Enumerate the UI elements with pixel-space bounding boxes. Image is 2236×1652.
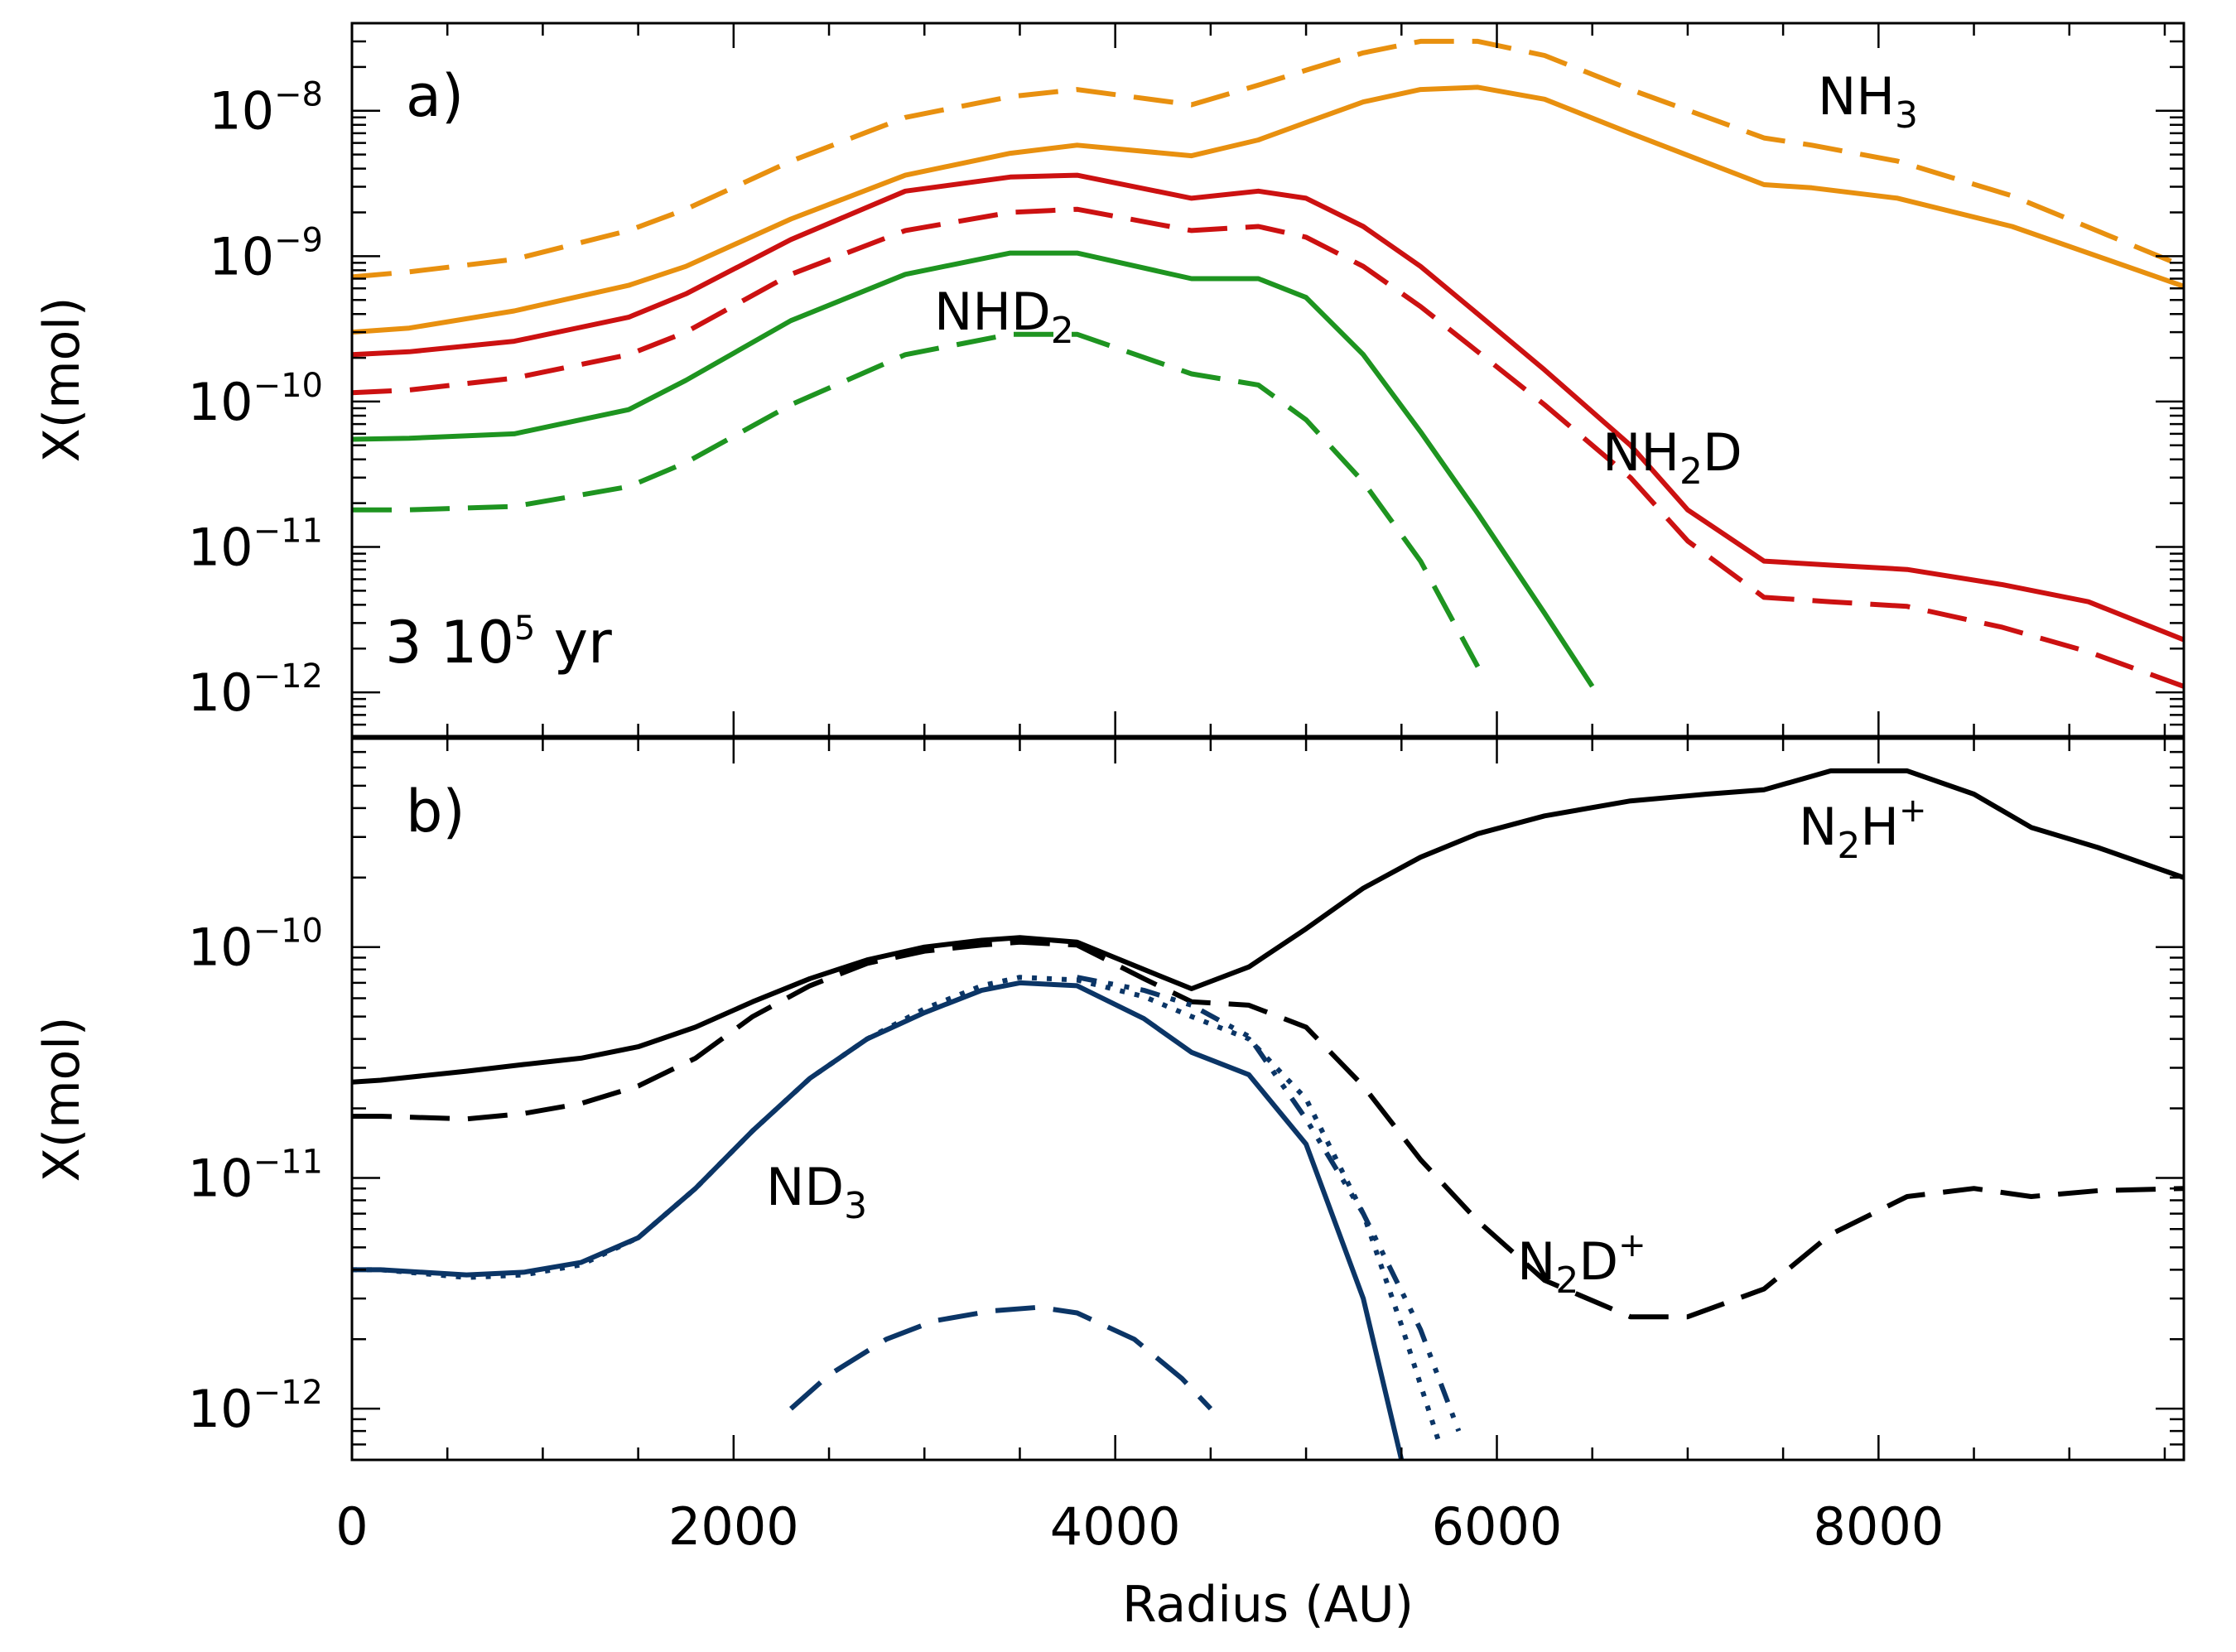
series-nh3-solid bbox=[352, 84, 2184, 335]
y-tick-label: 10−10 bbox=[188, 367, 323, 432]
time-annotation: 3 105 yr bbox=[385, 609, 612, 677]
x-tick-label: 8000 bbox=[1813, 1496, 1944, 1557]
series-n2d-dashed bbox=[352, 939, 2184, 1320]
label-n2d: N2D+ bbox=[1517, 1226, 1646, 1302]
y-tick-label: 10−12 bbox=[188, 1374, 323, 1439]
x-tick-label: 4000 bbox=[1050, 1496, 1181, 1557]
y-tick-label: 10−9 bbox=[209, 221, 323, 287]
label-nh3: NH3 bbox=[1818, 66, 1918, 137]
series-nd3-deut-dashed bbox=[789, 1304, 1213, 1411]
frames bbox=[350, 22, 2185, 1462]
panel-b-frame bbox=[350, 737, 2185, 1462]
x-tick-label: 6000 bbox=[1432, 1496, 1563, 1557]
panel-a-frame bbox=[350, 22, 2185, 738]
series-nh2d-dashed bbox=[352, 206, 2184, 689]
y-tick-label: 10−11 bbox=[188, 1143, 323, 1208]
y-tick-label: 10−10 bbox=[188, 913, 323, 978]
panel-label-b: b) bbox=[406, 778, 465, 845]
series-nd3-dotted bbox=[352, 975, 1443, 1446]
y-tick-label: 10−8 bbox=[209, 76, 323, 142]
panel-a-series bbox=[352, 38, 2184, 689]
label-n2h: N2H+ bbox=[1799, 792, 1927, 867]
label-nh2d: NH2D bbox=[1602, 422, 1742, 493]
label-nhd2: NHD2 bbox=[934, 282, 1074, 352]
series-nd3-dash-dot bbox=[1077, 975, 1462, 1433]
series-nh3-dashed bbox=[352, 38, 2184, 280]
series-nh2d-solid bbox=[352, 172, 2184, 643]
y-tick-label: 10−12 bbox=[188, 657, 323, 723]
x-axis-title: Radius (AU) bbox=[1122, 1576, 1414, 1634]
y-axis-title: X(mol) bbox=[33, 297, 91, 463]
label-nd3: ND3 bbox=[766, 1157, 867, 1227]
series-nhd2-solid bbox=[352, 250, 1595, 688]
x-tick-label: 2000 bbox=[668, 1496, 799, 1557]
panel-b-series bbox=[352, 768, 2184, 1460]
series-nd3-solid bbox=[352, 980, 1405, 1460]
series-n2h-solid bbox=[352, 768, 2184, 1085]
series-nhd2-dashed bbox=[352, 331, 1481, 668]
panel-label-a: a) bbox=[406, 62, 464, 130]
x-tick-label: 0 bbox=[335, 1496, 368, 1557]
y-axis-title: X(mol) bbox=[33, 1017, 91, 1182]
y-tick-label: 10−11 bbox=[188, 513, 323, 578]
text-layer: 10−8 10−9 10−10 10−11 10−12 X(mol) a) 3 105 yr N… bbox=[33, 62, 1944, 1634]
